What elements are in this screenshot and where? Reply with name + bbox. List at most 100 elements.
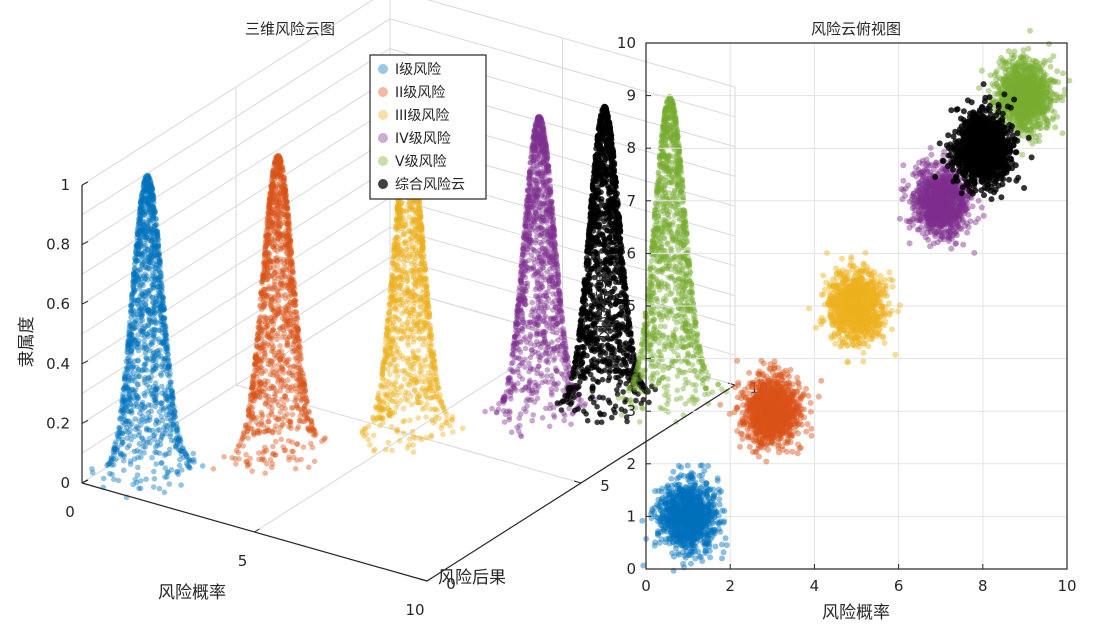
scatter-point <box>144 273 150 279</box>
scatter-point <box>158 305 165 311</box>
scatter-point <box>297 350 303 357</box>
scatter-point <box>421 324 428 331</box>
scatter-point <box>130 278 136 285</box>
scatter-point <box>134 281 140 287</box>
scatter-point <box>135 337 142 344</box>
scatter-point <box>422 275 429 282</box>
scatter-point <box>138 454 144 461</box>
scatter-point <box>137 250 144 257</box>
scatter-point <box>126 355 132 361</box>
scatter-point <box>135 276 142 283</box>
scatter-point <box>161 304 167 310</box>
scatter-point <box>275 293 282 299</box>
scatter-point <box>271 362 277 369</box>
scatter-point <box>169 395 176 401</box>
scatter-point <box>386 362 393 368</box>
scatter-point <box>419 406 426 412</box>
scatter-point <box>127 400 133 407</box>
scatter-point <box>272 397 278 403</box>
scatter-point <box>153 298 159 305</box>
scatter-point <box>149 308 155 315</box>
scatter-point <box>148 341 155 348</box>
scatter-point <box>127 339 134 345</box>
scatter-point <box>284 236 290 243</box>
scatter-point <box>269 464 275 471</box>
scatter-point <box>153 384 160 391</box>
scatter-point <box>158 460 165 467</box>
scatter-point <box>151 303 157 310</box>
scatter-point <box>131 270 137 277</box>
scatter-point <box>139 413 146 420</box>
scatter-point <box>282 360 289 367</box>
scatter-point <box>428 372 434 379</box>
scatter-point <box>128 348 134 354</box>
scatter-point <box>374 415 380 421</box>
scatter-point <box>158 413 165 420</box>
scatter-point <box>131 300 137 307</box>
scatter-point <box>277 343 283 349</box>
scatter-point <box>410 442 416 448</box>
scatter-point <box>146 307 152 314</box>
scatter-point <box>396 257 402 264</box>
scatter-point <box>148 408 154 415</box>
scatter-point <box>235 443 242 450</box>
scatter-point <box>152 358 159 365</box>
scatter-point <box>400 300 407 307</box>
scatter-point <box>131 358 138 364</box>
scatter-point <box>400 292 407 298</box>
scatter-point <box>546 423 553 430</box>
scatter-point <box>285 211 292 218</box>
scatter-point <box>190 450 196 457</box>
scatter-point <box>135 347 142 354</box>
scatter-point <box>148 390 154 397</box>
scatter-point <box>413 266 419 272</box>
scatter-point <box>107 470 113 477</box>
scatter-point <box>110 449 116 455</box>
scatter-point <box>165 357 172 363</box>
scatter-point <box>561 417 567 424</box>
scatter-point <box>396 438 403 444</box>
scatter-point <box>295 332 301 338</box>
scatter-point <box>361 426 368 432</box>
scatter-point <box>191 456 197 463</box>
scatter-point <box>134 364 140 371</box>
scatter-point <box>240 443 246 449</box>
scatter-point <box>119 393 126 400</box>
scatter-point <box>145 198 152 204</box>
scatter-point <box>283 310 290 316</box>
scatter-point <box>150 350 157 357</box>
scatter-point <box>530 412 536 418</box>
scatter-point <box>173 444 179 451</box>
scatter-point <box>274 367 280 373</box>
scatter-point <box>140 198 146 205</box>
scatter-point <box>406 214 413 220</box>
scatter-point <box>423 363 430 369</box>
scatter-point <box>124 349 130 355</box>
scatter-point <box>184 462 191 469</box>
scatter-point <box>406 299 413 306</box>
scatter-point <box>268 383 275 389</box>
scatter-point <box>510 383 517 390</box>
scatter-point <box>422 357 429 363</box>
scatter-point <box>134 381 141 388</box>
scatter-point <box>164 344 170 351</box>
scatter-point <box>269 367 276 374</box>
scatter-point <box>280 383 287 390</box>
scatter-point <box>251 373 257 379</box>
scatter-point <box>414 229 421 236</box>
scatter-point <box>261 448 268 455</box>
scatter-point <box>449 414 456 420</box>
scatter-point <box>395 266 402 272</box>
scatter-point <box>134 297 140 303</box>
scatter-point <box>138 242 144 248</box>
scatter-point <box>119 436 126 443</box>
scatter-point <box>271 278 278 285</box>
scatter-point <box>168 467 175 473</box>
scatter-point <box>400 287 406 293</box>
scatter-point <box>262 470 269 477</box>
scatter-point <box>140 195 146 201</box>
scatter-point <box>407 334 414 341</box>
scatter-point <box>135 340 142 347</box>
scatter-point <box>130 362 136 369</box>
